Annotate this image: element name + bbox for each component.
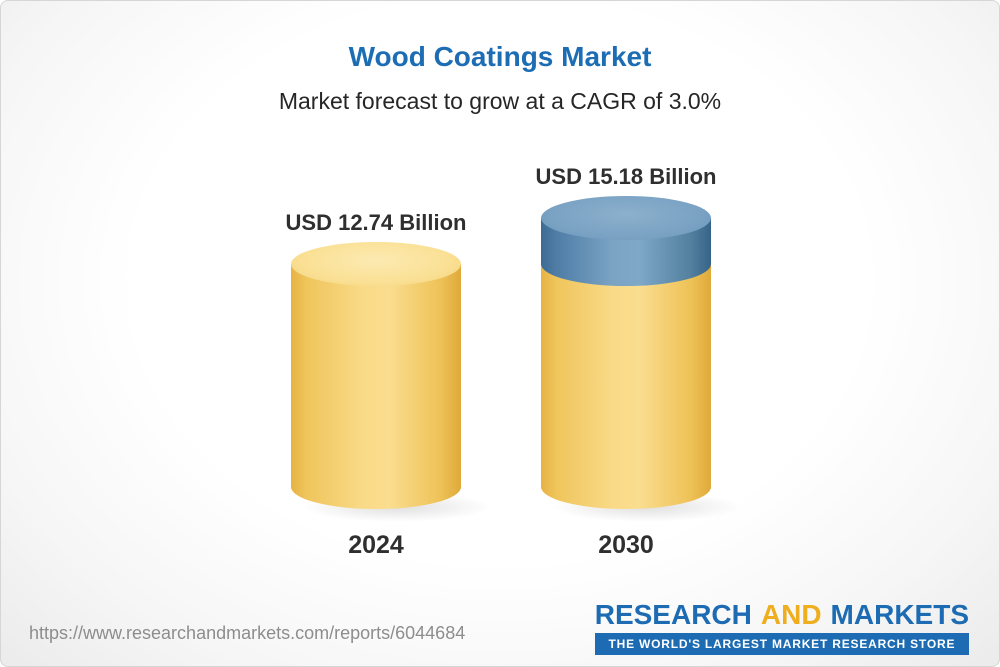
logo-word-markets: MARKETS <box>830 599 969 630</box>
logo-word-and: AND <box>760 599 822 630</box>
cylinder-2024-body <box>291 264 461 509</box>
logo-word-research: RESEARCH <box>594 599 752 630</box>
logo-tagline: THE WORLD'S LARGEST MARKET RESEARCH STOR… <box>594 633 969 656</box>
researchandmarkets-logo: RESEARCH AND MARKETS THE WORLD'S LARGEST… <box>594 599 969 656</box>
cylinder-2024-top <box>291 242 461 286</box>
chart-title: Wood Coatings Market <box>348 41 652 72</box>
value-label-2030: USD 15.18 Billion <box>535 164 717 189</box>
bar-group-2024: USD 12.74 Billion 2024 <box>286 210 492 559</box>
source-url: https://www.researchandmarkets.com/repor… <box>29 623 466 643</box>
category-label-2024: 2024 <box>348 531 404 559</box>
value-label-2024: USD 12.74 Billion <box>285 210 467 235</box>
cylinder-2030-base-segment <box>541 264 711 509</box>
chart-subtitle: Market forecast to grow at a CAGR of 3.0… <box>278 88 722 114</box>
bar-group-2030: USD 15.18 Billion 2030 <box>536 164 742 559</box>
category-label-2030: 2030 <box>598 531 654 559</box>
cylinder-2030-top <box>541 196 711 240</box>
logo-wordmark: RESEARCH AND MARKETS <box>594 599 969 630</box>
